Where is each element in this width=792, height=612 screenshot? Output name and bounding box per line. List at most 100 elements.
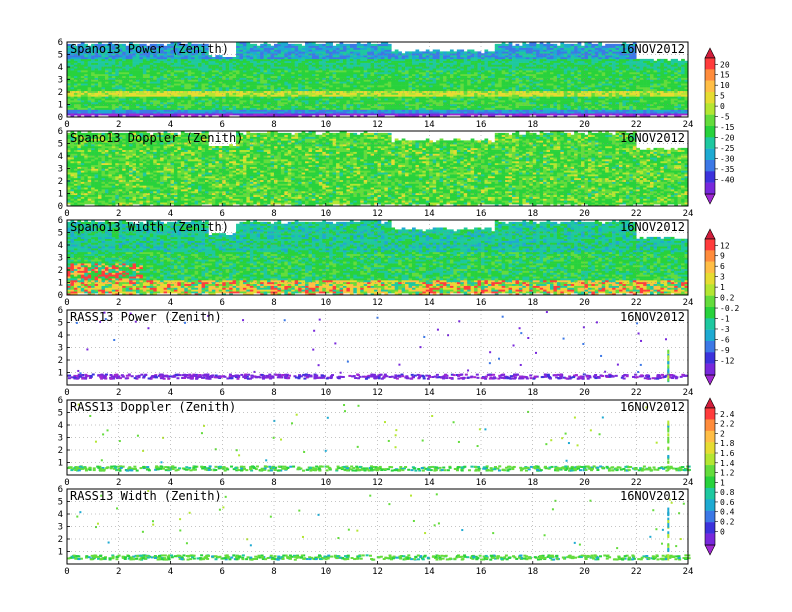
data-cell xyxy=(401,62,406,65)
data-cell xyxy=(111,49,116,52)
data-cell xyxy=(160,83,164,86)
data-cell xyxy=(356,51,361,54)
data-cell xyxy=(353,87,358,90)
data-cell xyxy=(305,58,309,62)
data-cell xyxy=(270,81,275,84)
data-cell xyxy=(73,102,78,105)
data-cell xyxy=(380,45,385,48)
data-cell xyxy=(498,53,502,56)
data-cell xyxy=(332,83,337,86)
data-cell xyxy=(460,64,465,67)
data-cell xyxy=(394,70,399,73)
data-cell xyxy=(156,113,161,116)
data-cell xyxy=(387,66,392,69)
data-cell xyxy=(122,109,126,112)
data-cell xyxy=(484,75,489,78)
data-cell xyxy=(311,43,316,47)
data-cell xyxy=(298,49,302,52)
data-cell xyxy=(512,105,516,108)
data-cell xyxy=(156,102,161,105)
data-cell xyxy=(98,85,102,88)
data-cell xyxy=(225,92,230,95)
data-cell xyxy=(87,83,92,86)
data-cell xyxy=(349,64,354,67)
data-cell xyxy=(363,115,368,118)
data-cell xyxy=(91,113,95,116)
data-cell xyxy=(311,57,316,60)
data-cell xyxy=(274,109,278,112)
data-cell xyxy=(94,88,99,92)
data-cell xyxy=(215,102,220,105)
data-cell xyxy=(432,90,437,93)
data-cell xyxy=(336,73,340,77)
data-cell xyxy=(191,107,195,110)
data-cell xyxy=(305,96,309,99)
data-cell xyxy=(287,75,292,78)
data-cell xyxy=(512,109,516,112)
data-cell xyxy=(201,81,206,84)
data-cell xyxy=(156,47,161,50)
data-cell xyxy=(315,98,320,101)
data-cell xyxy=(453,87,458,90)
data-cell xyxy=(70,77,75,80)
data-cell xyxy=(470,57,475,60)
data-cell xyxy=(260,72,264,75)
data-cell xyxy=(146,68,151,71)
data-cell xyxy=(205,70,209,73)
data-cell xyxy=(343,85,347,88)
data-cell xyxy=(460,103,465,107)
data-cell xyxy=(474,109,478,112)
data-cell xyxy=(487,79,492,82)
data-cell xyxy=(415,79,420,82)
data-cell xyxy=(453,73,458,77)
data-cell xyxy=(467,55,471,58)
data-cell xyxy=(429,94,433,97)
data-cell xyxy=(353,57,358,60)
data-cell xyxy=(211,79,216,82)
data-cell xyxy=(474,103,478,107)
data-cell xyxy=(418,68,423,71)
data-cell xyxy=(84,57,88,60)
data-cell xyxy=(260,96,264,99)
data-cell xyxy=(291,53,295,56)
data-cell xyxy=(267,53,271,56)
data-cell xyxy=(491,72,496,75)
data-cell xyxy=(94,111,99,114)
data-cell xyxy=(356,87,361,90)
data-cell xyxy=(125,94,130,97)
data-cell xyxy=(401,57,406,60)
data-cell xyxy=(229,107,233,110)
data-cell xyxy=(249,49,254,52)
data-cell xyxy=(425,83,430,86)
data-cell xyxy=(463,62,468,65)
data-cell xyxy=(363,85,368,88)
data-cell xyxy=(205,68,209,71)
data-cell xyxy=(512,55,516,58)
data-cell xyxy=(91,111,95,114)
data-cell xyxy=(508,105,513,108)
data-cell xyxy=(436,107,440,110)
data-cell xyxy=(263,92,268,95)
data-cell xyxy=(287,66,292,69)
data-cell xyxy=(142,98,147,101)
data-cell xyxy=(201,96,206,99)
data-cell xyxy=(260,75,264,78)
data-cell xyxy=(353,94,358,97)
data-cell xyxy=(236,66,240,69)
data-cell xyxy=(104,103,109,107)
data-cell xyxy=(484,90,489,93)
data-cell xyxy=(443,88,447,92)
data-cell xyxy=(446,83,451,86)
data-cell xyxy=(287,62,292,65)
data-cell xyxy=(94,79,99,82)
data-cell xyxy=(184,115,189,118)
data-cell xyxy=(122,83,126,86)
data-cell xyxy=(474,98,478,101)
data-cell xyxy=(394,87,399,90)
data-cell xyxy=(94,115,99,118)
data-cell xyxy=(318,45,323,48)
data-cell xyxy=(246,68,251,71)
data-cell xyxy=(377,43,382,47)
data-cell xyxy=(470,94,475,97)
data-cell xyxy=(163,96,168,99)
